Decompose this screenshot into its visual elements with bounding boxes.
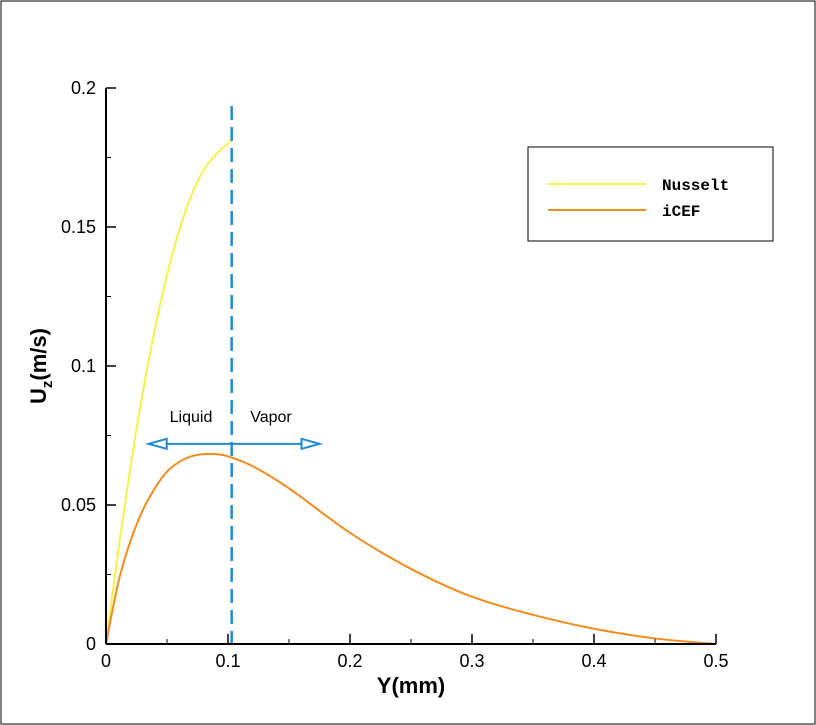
series-line-icef [106, 452, 716, 644]
vapor-label: Vapor [250, 409, 292, 426]
y-tick-label: 0 [86, 634, 96, 654]
series-line-nusselt [106, 139, 233, 644]
legend-label-icef: iCEF [662, 203, 700, 221]
phase-arrow-left-head [144, 437, 168, 451]
x-tick-label: 0 [101, 651, 111, 671]
y-tick-label: 0.05 [61, 495, 96, 515]
x-tick-label: 0.2 [337, 651, 362, 671]
y-tick-label: 0.2 [71, 78, 96, 98]
y-tick-label: 0.1 [71, 356, 96, 376]
series-layer [106, 139, 716, 644]
x-tick-label: 0.4 [581, 651, 606, 671]
phase-arrow-right-head [300, 437, 324, 451]
x-axis-title: Y(mm) [377, 673, 445, 698]
x-tick-label: 0.5 [703, 651, 728, 671]
tick-layer: 0 0.1 0.2 0.3 0.4 0.5 0 0.05 0.1 0.15 0.2 [61, 78, 729, 671]
x-tick-label: 0.1 [215, 651, 240, 671]
legend-label-nusselt: Nusselt [662, 177, 729, 195]
x-tick-label: 0.3 [459, 651, 484, 671]
legend-box [527, 146, 774, 242]
y-tick-label: 0.15 [61, 217, 96, 237]
y-axis-title: Uz(m/s) [26, 328, 56, 404]
liquid-label: Liquid [170, 409, 213, 426]
interface-layer [144, 106, 324, 644]
y-axis-title-subscript: z [39, 381, 56, 389]
y-axis-title-units: (m/s) [26, 328, 51, 381]
legend: Nusselt iCEF [527, 146, 774, 242]
